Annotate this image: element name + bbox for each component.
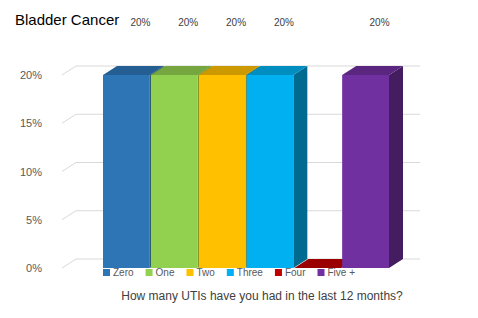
bar-front bbox=[342, 75, 389, 268]
legend-label: Five + bbox=[328, 267, 356, 278]
bar-side bbox=[293, 66, 307, 268]
legend-swatch bbox=[227, 269, 234, 276]
bar-top bbox=[247, 66, 308, 75]
bar-front bbox=[103, 75, 150, 268]
y-tick-label: 0% bbox=[26, 262, 42, 274]
bar-top bbox=[342, 66, 403, 75]
chart: Bladder Cancer 0% 5% 10% 15% 20% 20% 20% 20% 20% 2… bbox=[0, 0, 478, 318]
bar-front bbox=[247, 75, 294, 268]
bar-side bbox=[389, 66, 403, 268]
bar-front bbox=[199, 75, 246, 268]
y-tick-label: 10% bbox=[20, 166, 42, 178]
legend-label: Two bbox=[196, 267, 215, 278]
grid-line bbox=[62, 66, 420, 75]
legend-label: One bbox=[156, 267, 175, 278]
legend-swatch bbox=[275, 269, 282, 276]
y-tick-label: 20% bbox=[20, 69, 42, 81]
legend-label: Four bbox=[285, 267, 306, 278]
legend-label: Zero bbox=[113, 267, 134, 278]
legend-swatch bbox=[146, 269, 153, 276]
bars bbox=[103, 66, 403, 268]
data-label: 20% bbox=[226, 17, 246, 28]
bar-front bbox=[151, 75, 198, 268]
bar bbox=[247, 66, 308, 268]
y-tick-label: 15% bbox=[20, 117, 42, 129]
y-tick-label: 5% bbox=[26, 214, 42, 226]
legend: Zero One Two Three Four Five + bbox=[103, 267, 355, 278]
data-label: 20% bbox=[130, 17, 150, 28]
legend-swatch bbox=[318, 269, 325, 276]
legend-swatch bbox=[103, 269, 110, 276]
data-label: 20% bbox=[370, 17, 390, 28]
data-label: 20% bbox=[178, 17, 198, 28]
title: Bladder Cancer bbox=[15, 11, 119, 28]
x-axis-title: How many UTIs have you had in the last 1… bbox=[121, 289, 403, 303]
bar bbox=[342, 66, 403, 268]
legend-swatch bbox=[186, 269, 193, 276]
chart-container: Bladder Cancer 0% 5% 10% 15% 20% 20% 20% 20% 20% 2… bbox=[0, 0, 478, 318]
legend-label: Three bbox=[237, 267, 264, 278]
data-label: 20% bbox=[274, 17, 294, 28]
